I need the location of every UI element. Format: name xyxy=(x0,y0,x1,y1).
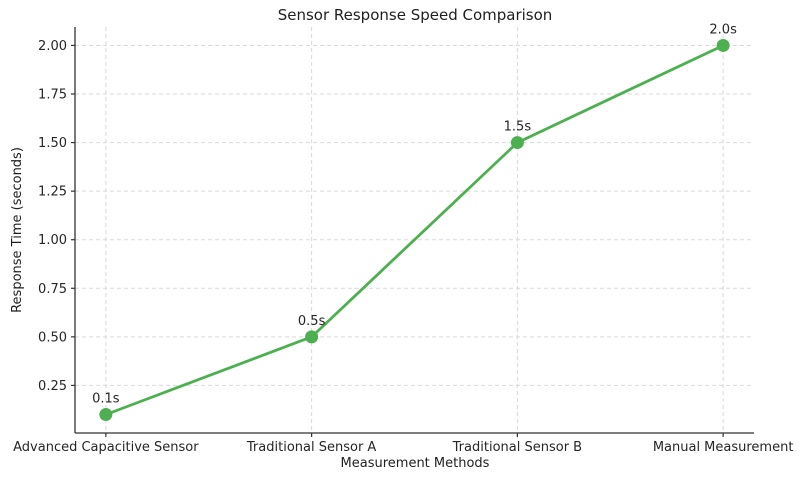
y-tick-label: 0.75 xyxy=(38,282,67,297)
y-tick-label: 1.25 xyxy=(38,185,67,200)
data-point-marker xyxy=(99,408,113,422)
y-tick-label: 2.00 xyxy=(38,39,67,54)
y-tick-label: 1.75 xyxy=(38,88,67,103)
y-tick-label: 0.50 xyxy=(38,330,67,345)
x-tick-label: Traditional Sensor B xyxy=(452,440,582,455)
data-point-marker xyxy=(716,38,730,52)
y-tick-label: 0.25 xyxy=(38,379,67,394)
point-value-label: 1.5s xyxy=(504,120,532,135)
x-tick-label: Traditional Sensor A xyxy=(246,440,377,455)
x-axis-label: Measurement Methods xyxy=(341,456,490,471)
x-tick-label: Advanced Capacitive Sensor xyxy=(13,440,199,455)
y-tick-label: 1.00 xyxy=(38,233,67,248)
chart-title: Sensor Response Speed Comparison xyxy=(278,6,553,24)
point-value-label: 2.0s xyxy=(709,22,737,37)
x-tick-label: Manual Measurement xyxy=(653,440,794,455)
y-tick-label: 1.50 xyxy=(38,136,67,151)
data-point-marker xyxy=(305,330,319,344)
point-value-label: 0.5s xyxy=(298,314,326,329)
response-time-line xyxy=(104,44,725,416)
y-axis-label: Response Time (seconds) xyxy=(10,147,25,313)
point-value-label: 0.1s xyxy=(92,392,120,407)
data-point-marker xyxy=(510,136,524,150)
